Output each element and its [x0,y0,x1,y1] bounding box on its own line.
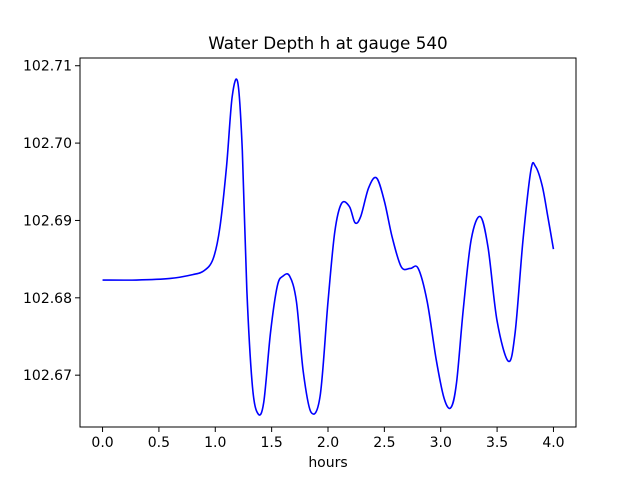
chart-title: Water Depth h at gauge 540 [208,33,447,53]
x-tick-label: 0.5 [148,435,170,451]
plot-frame [79,57,577,428]
plot-area [102,78,555,416]
x-axis: 0.0 0.5 1.0 1.5 2.0 2.5 3.0 3.5 4.0 [91,427,565,451]
x-tick-label: 2.0 [317,435,339,451]
y-tick-label: 102.67 [23,368,72,384]
x-tick-label: 1.5 [261,435,283,451]
x-tick-label: 2.5 [373,435,395,451]
y-tick-label: 102.71 [23,59,72,75]
x-tick-label: 1.0 [204,435,226,451]
x-tick-label: 4.0 [542,435,564,451]
y-axis: 102.67 102.68 102.69 102.70 102.71 [23,59,80,384]
series-line [102,78,555,416]
x-tick-label: 0.0 [91,435,113,451]
y-tick-label: 102.68 [23,291,72,307]
x-tick-label: 3.5 [486,435,508,451]
y-tick-label: 102.69 [23,213,72,229]
y-tick-label: 102.70 [23,136,72,152]
x-axis-label: hours [308,455,347,471]
x-tick-label: 3.0 [430,435,452,451]
